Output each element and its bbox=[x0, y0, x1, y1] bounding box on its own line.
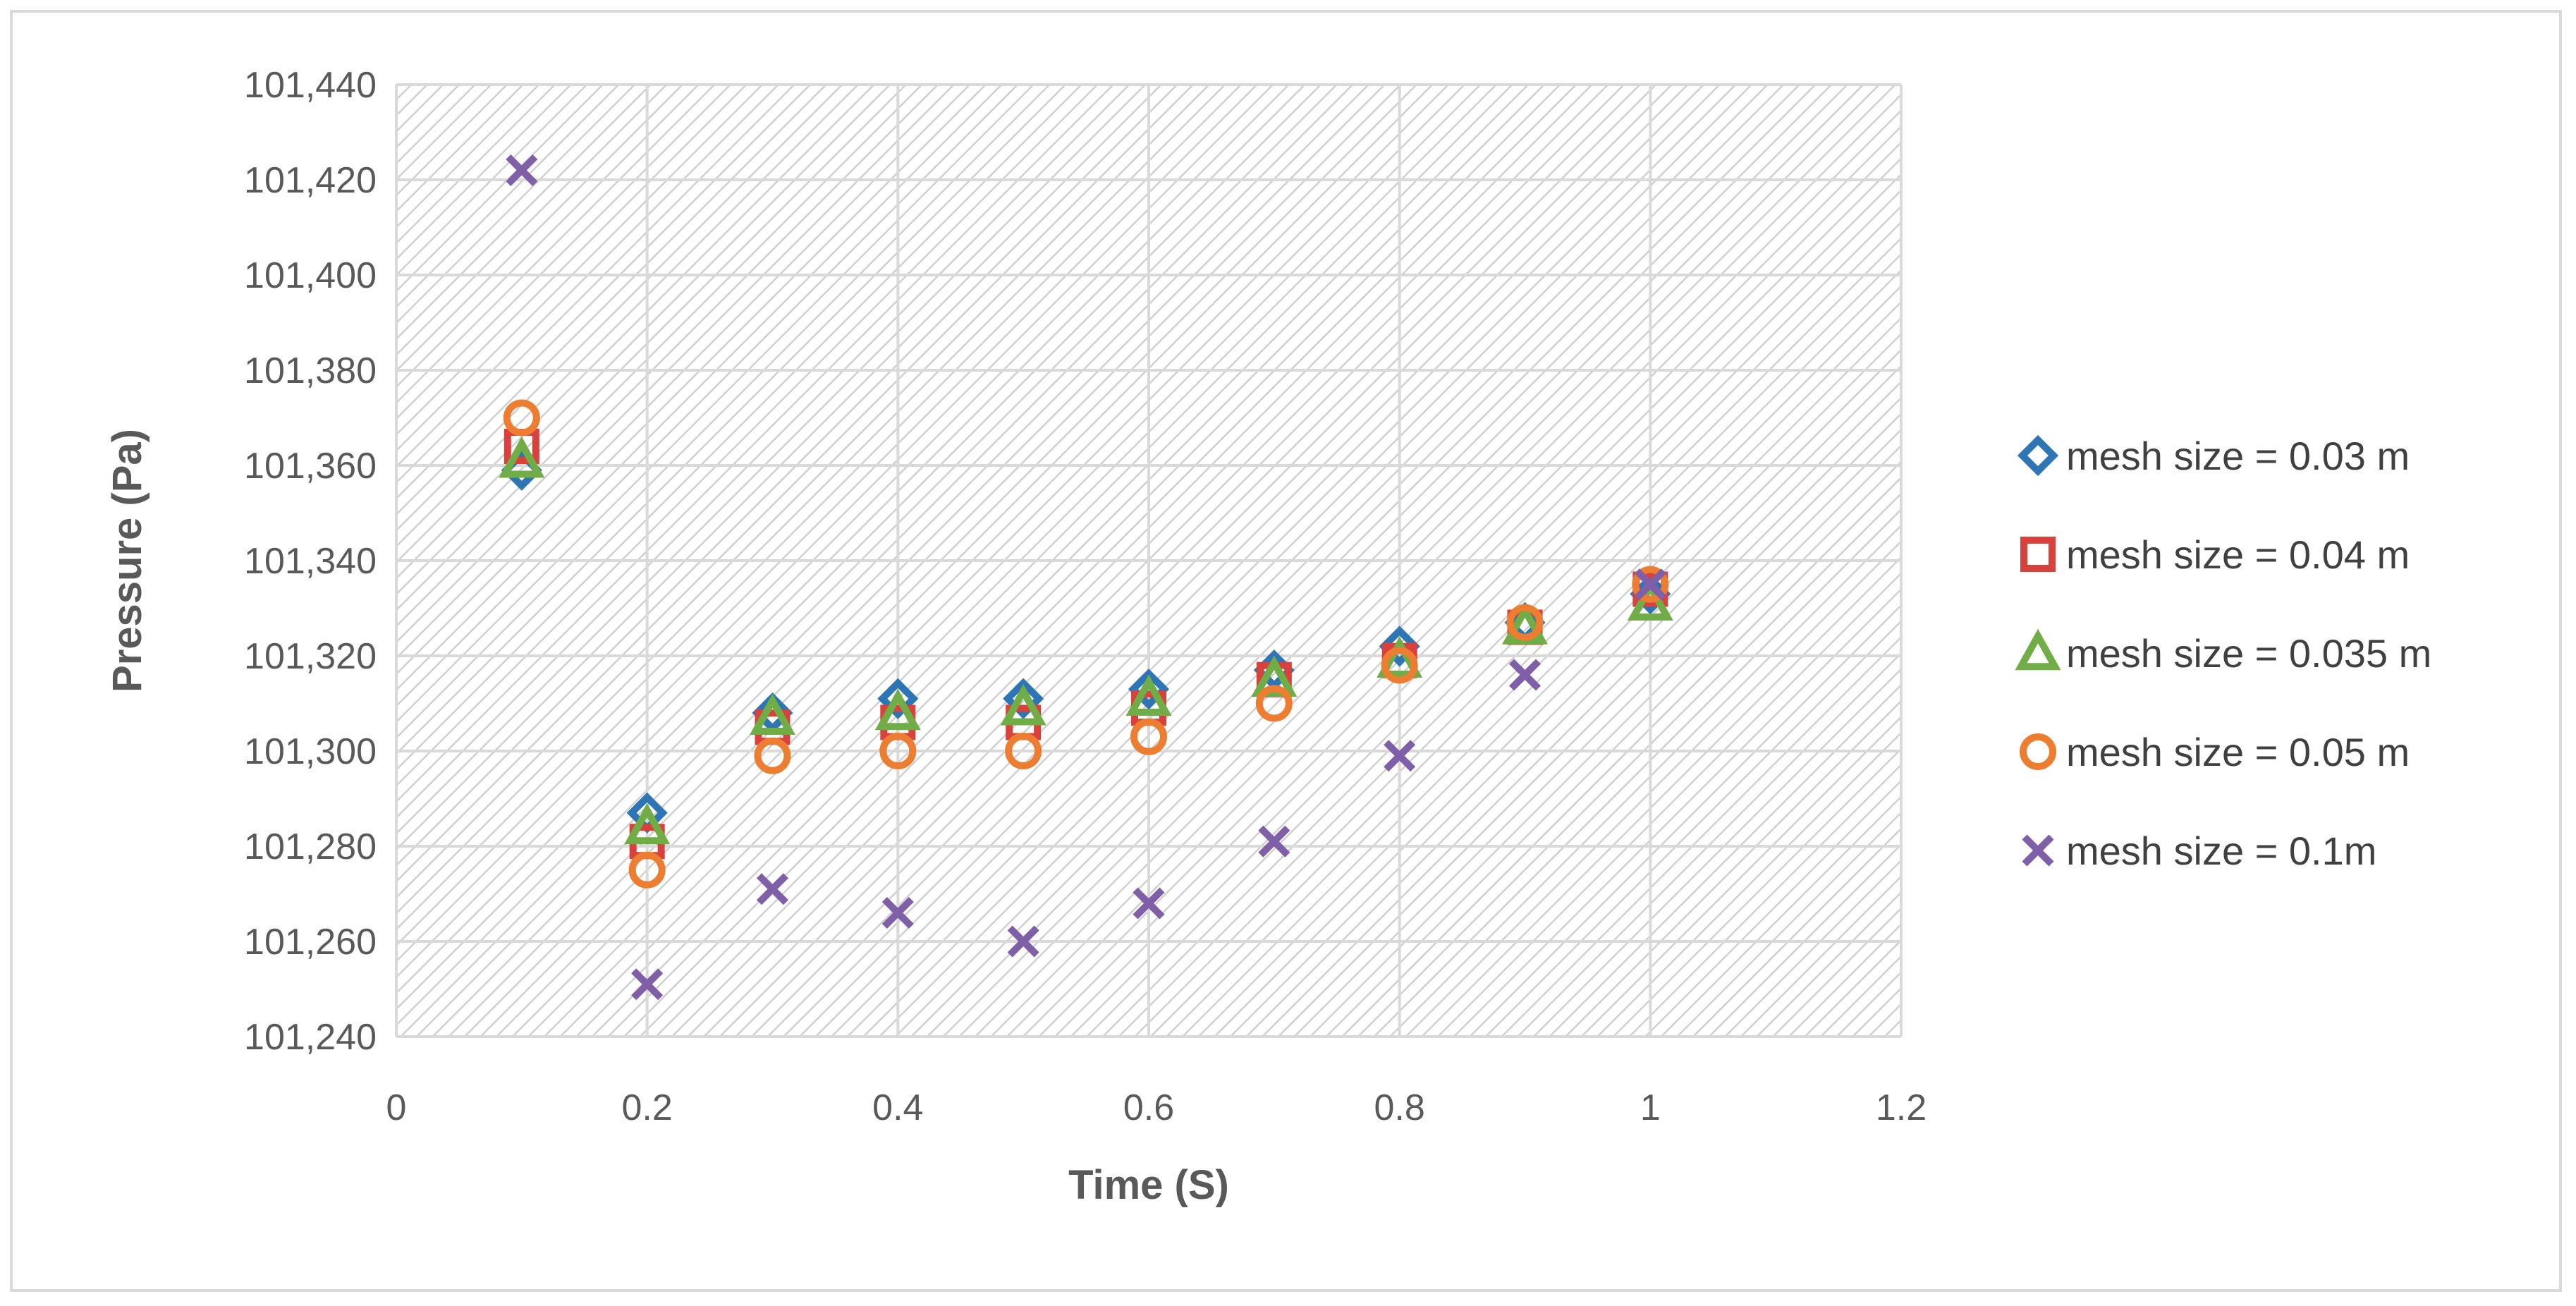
y-tick-label: 101,280 bbox=[244, 826, 377, 867]
data-point bbox=[1634, 568, 1666, 601]
legend-marker bbox=[2017, 434, 2059, 477]
data-point bbox=[750, 693, 795, 735]
data-point bbox=[1125, 674, 1172, 716]
y-axis-tick-labels: 101,240 101,260 101,280 101,300 101,320 101,3… bbox=[244, 65, 377, 1058]
data-point bbox=[1630, 573, 1671, 615]
legend: mesh size = 0.03 m mesh size = 0.04 m mesh… bbox=[2015, 434, 2431, 873]
x-tick-label: 0 bbox=[386, 1087, 407, 1128]
y-tick-label: 101,240 bbox=[244, 1017, 377, 1058]
data-point bbox=[1379, 625, 1420, 667]
series-5 bbox=[506, 154, 1666, 1001]
data-point bbox=[1005, 733, 1042, 769]
data-point bbox=[879, 733, 917, 769]
data-point bbox=[1506, 604, 1544, 641]
x-tick-label: 1.2 bbox=[1876, 1087, 1927, 1128]
x-tick-label: 0.2 bbox=[622, 1087, 673, 1128]
x-tick-label: 0.6 bbox=[1123, 1087, 1174, 1128]
data-point bbox=[756, 873, 789, 905]
legend-marker bbox=[2015, 628, 2061, 671]
legend-marker bbox=[2022, 834, 2054, 867]
legend-item: mesh size = 0.1m bbox=[2022, 829, 2376, 873]
y-tick-label: 101,420 bbox=[244, 160, 377, 201]
y-tick-label: 101,400 bbox=[244, 255, 377, 296]
y-tick-label: 101,300 bbox=[244, 731, 377, 772]
data-point bbox=[881, 896, 914, 929]
x-tick-label: 1 bbox=[1640, 1087, 1661, 1128]
legend-label: mesh size = 0.035 m bbox=[2066, 631, 2431, 676]
legend-label: mesh size = 0.1m bbox=[2066, 829, 2376, 873]
data-point bbox=[1627, 579, 1673, 621]
x-axis-tick-labels: 0 0.2 0.4 0.6 0.8 1 1.2 bbox=[386, 1087, 1927, 1128]
data-point bbox=[1376, 636, 1423, 678]
data-point bbox=[874, 688, 921, 731]
data-point bbox=[1632, 566, 1669, 603]
data-point bbox=[499, 436, 545, 478]
series-3 bbox=[499, 436, 1673, 845]
data-point bbox=[877, 678, 919, 719]
y-tick-label: 101,380 bbox=[244, 350, 377, 391]
data-point bbox=[1128, 669, 1170, 710]
y-tick-label: 101,360 bbox=[244, 446, 377, 487]
y-axis-title: Pressure (Pa) bbox=[104, 429, 150, 692]
y-tick-label: 101,260 bbox=[244, 922, 377, 963]
data-point bbox=[503, 399, 540, 437]
data-point bbox=[506, 154, 538, 187]
data-point bbox=[1007, 925, 1039, 958]
legend-item: mesh size = 0.04 m bbox=[2020, 532, 2410, 577]
data-point bbox=[631, 968, 664, 1001]
y-tick-label: 101,320 bbox=[244, 636, 377, 677]
data-point bbox=[1000, 683, 1046, 726]
legend-label: mesh size = 0.04 m bbox=[2066, 532, 2410, 577]
legend-item: mesh size = 0.05 m bbox=[2020, 730, 2410, 774]
data-point bbox=[1003, 678, 1044, 719]
data-point bbox=[1381, 647, 1418, 684]
data-point bbox=[1384, 740, 1416, 772]
y-tick-label: 101,440 bbox=[244, 65, 377, 106]
legend-label: mesh size = 0.05 m bbox=[2066, 730, 2410, 774]
legend-item: mesh size = 0.035 m bbox=[2015, 628, 2431, 676]
legend-label: mesh size = 0.03 m bbox=[2066, 434, 2410, 478]
x-tick-label: 0.8 bbox=[1374, 1087, 1425, 1128]
x-tick-label: 0.4 bbox=[872, 1087, 923, 1128]
data-point bbox=[754, 737, 791, 774]
series-4 bbox=[503, 399, 1669, 889]
data-point bbox=[1130, 718, 1167, 755]
data-point bbox=[1255, 685, 1293, 722]
data-point bbox=[1133, 887, 1165, 920]
legend-marker bbox=[2020, 537, 2056, 572]
data-point bbox=[628, 851, 666, 889]
legend-marker bbox=[2020, 733, 2056, 770]
data-markers bbox=[499, 154, 1673, 1001]
data-point bbox=[1508, 659, 1542, 691]
y-tick-label: 101,340 bbox=[244, 541, 377, 582]
data-point bbox=[1251, 655, 1298, 697]
data-point bbox=[624, 802, 671, 845]
data-point bbox=[1258, 825, 1290, 858]
legend-item: mesh size = 0.03 m bbox=[2017, 434, 2410, 478]
horizontal-gridlines bbox=[396, 83, 1901, 1038]
x-axis-title: Time (S) bbox=[1068, 1162, 1229, 1208]
